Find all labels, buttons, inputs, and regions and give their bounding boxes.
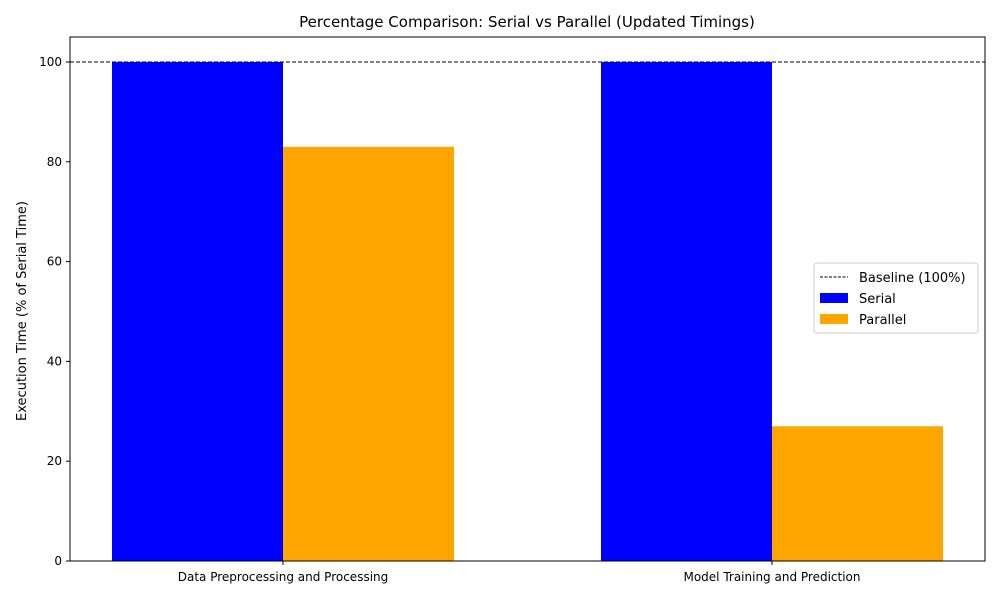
bar-parallel-2 (772, 426, 943, 561)
legend-serial-label: Serial (859, 292, 896, 307)
legend-parallel-label: Parallel (859, 313, 906, 328)
chart-title: Percentage Comparison: Serial vs Paralle… (299, 13, 755, 31)
x-tick-label: Data Preprocessing and Processing (178, 570, 389, 584)
plot-frame (69, 36, 986, 562)
bar-serial-2 (601, 61, 772, 561)
y-tick-label: 0 (54, 554, 62, 568)
legend-box (813, 262, 979, 334)
y-tick-label: 40 (47, 354, 62, 368)
legend-parallel-swatch (820, 314, 848, 324)
y-tick-label: 20 (47, 454, 62, 468)
plot-area: 0 20 40 60 80 100 Data Preprocessing and Proce… (39, 36, 986, 584)
y-axis-label: Execution Time (% of Serial Time) (15, 201, 30, 421)
bar-serial-1 (112, 61, 283, 561)
legend: Baseline (100%) Serial Parallel (813, 262, 979, 334)
x-tick-label: Model Training and Prediction (683, 570, 860, 584)
y-tick-label: 60 (47, 255, 62, 269)
y-tick-label: 80 (47, 155, 62, 169)
y-tick-label: 100 (39, 55, 62, 69)
legend-serial-swatch (820, 293, 848, 303)
bar-parallel-1 (283, 146, 454, 562)
legend-baseline-label: Baseline (100%) (859, 271, 966, 286)
